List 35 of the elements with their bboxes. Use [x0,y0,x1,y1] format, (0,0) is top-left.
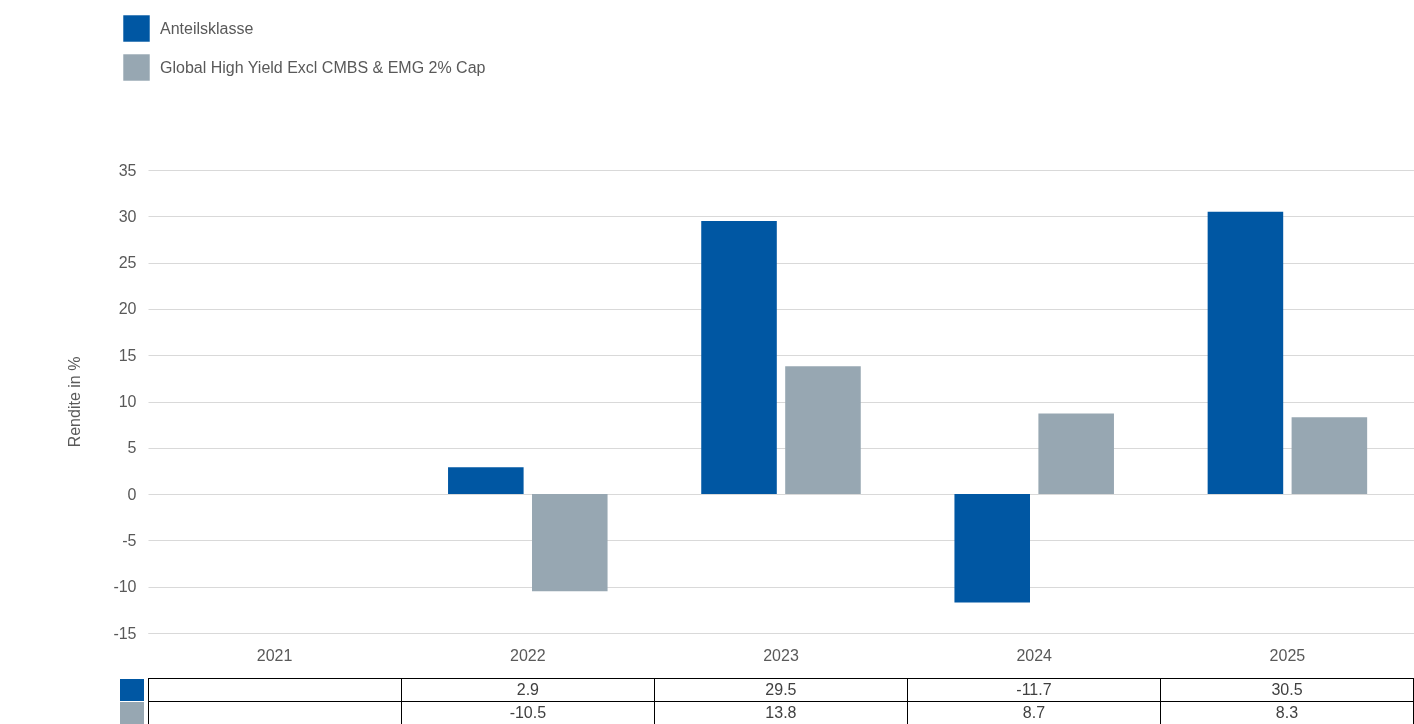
bar [532,494,608,592]
bar [1291,417,1368,495]
bar [701,220,777,495]
data-label: 8.7 [907,701,1161,724]
y-tick-label: 30 [118,207,137,225]
data-label: 8.3 [1160,701,1414,724]
y-tick-label: -15 [113,624,137,642]
y-axis-title: Rendite in % [66,356,84,448]
y-tick-label: 25 [118,254,137,272]
x-tick-label: 2024 [1016,646,1053,664]
bar [1207,211,1284,495]
data-label: 2.9 [401,678,655,702]
x-tick-label: 2025 [1269,646,1306,664]
bar [448,467,524,495]
legend-label: Global High Yield Excl CMBS & EMG 2% Cap [160,58,486,76]
y-tick-label: 20 [118,300,137,318]
y-tick-label: -10 [113,578,137,596]
data-label: 30.5 [1160,678,1414,702]
bar [954,494,1030,603]
bar [785,366,861,495]
y-tick-label: 35 [118,161,137,179]
bar [1038,413,1114,495]
data-label: -11.7 [907,678,1161,702]
y-tick-label: 10 [118,393,137,410]
y-tick-label: 0 [127,485,137,503]
x-tick-label: 2023 [763,646,799,664]
data-label: -10.5 [401,701,655,724]
x-tick-label: 2022 [510,646,546,664]
data-label: 29.5 [654,678,908,702]
y-tick-label: 15 [118,346,137,364]
x-tick-label: 2021 [256,646,293,664]
data-label: 13.8 [654,701,908,724]
y-tick-label: 5 [127,439,137,457]
y-tick-label: -5 [122,531,137,549]
legend-label: Anteilsklasse [160,19,254,37]
